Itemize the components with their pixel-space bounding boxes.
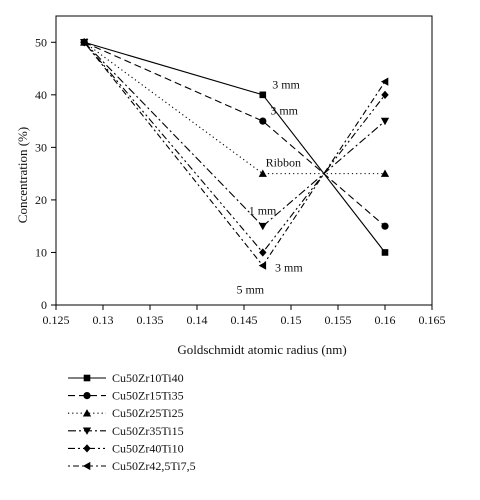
y-axis-title: Concentration (%) [15,127,30,223]
data-point [380,117,390,126]
series-line-0 [84,41,386,253]
annotation-label: 3 mm [272,78,300,92]
legend-label: Cu50Zr35Ti15 [112,424,184,438]
x-tick-label: 0.145 [231,313,258,327]
data-point [380,169,390,177]
series-line-5 [83,41,386,267]
y-tick-label: 20 [35,193,47,207]
y-tick-label: 50 [35,35,47,49]
legend-marker [82,461,91,471]
x-axis-title: Goldschmidt atomic radius (nm) [177,342,346,357]
annotation-label: Ribbon [266,155,301,169]
y-tick-label: 40 [35,88,47,102]
legend-marker [82,427,92,435]
annotation-label: 1 mm [249,204,277,218]
y-tick-label: 10 [35,245,47,259]
data-point [259,91,267,99]
legend: Cu50Zr10Ti40 Cu50Zr15Ti35 Cu50Zr25Ti25 Cu50… [68,371,196,473]
legend-label: Cu50Zr25Ti25 [112,406,184,420]
series-line-4 [83,41,386,254]
data-point [259,248,267,257]
annotation-label: 3 mm [275,260,303,274]
legend-label: Cu50Zr10Ti40 [112,371,184,385]
x-tick-label: 0.135 [137,313,164,327]
y-tick-label: 0 [41,298,47,312]
legend-marker [83,392,91,400]
data-point [381,222,389,230]
x-tick-label: 0.125 [43,313,70,327]
plot-area-frame [55,15,433,306]
series-line-1 [83,41,386,227]
data-point [258,222,267,231]
legend-marker [82,409,92,417]
x-tick-label: 0.155 [325,313,352,327]
legend-label: Cu50Zr42,5Ti7,5 [112,459,196,473]
series-line-3 [83,41,386,227]
data-point [380,77,389,86]
legend-marker [83,444,91,453]
legend-marker [83,374,91,382]
x-tick-label: 0.15 [281,313,302,327]
legend-label: Cu50Zr15Ti35 [112,389,184,403]
x-tick-label: 0.14 [187,313,208,327]
data-point [381,249,389,256]
data-point [259,117,267,125]
series-line-2 [83,41,385,175]
annotation-label: 5 mm [236,282,264,296]
data-point [258,261,267,270]
x-tick-label: 0.13 [93,313,114,327]
data-point [80,38,88,47]
legend-label: Cu50Zr40Ti10 [112,441,184,455]
annotation-label: 3 mm [270,103,298,117]
y-tick-label: 30 [35,140,47,154]
data-point [381,90,389,99]
x-tick-label: 0.165 [419,313,446,327]
x-tick-label: 0.16 [375,313,396,327]
data-point [258,169,267,177]
